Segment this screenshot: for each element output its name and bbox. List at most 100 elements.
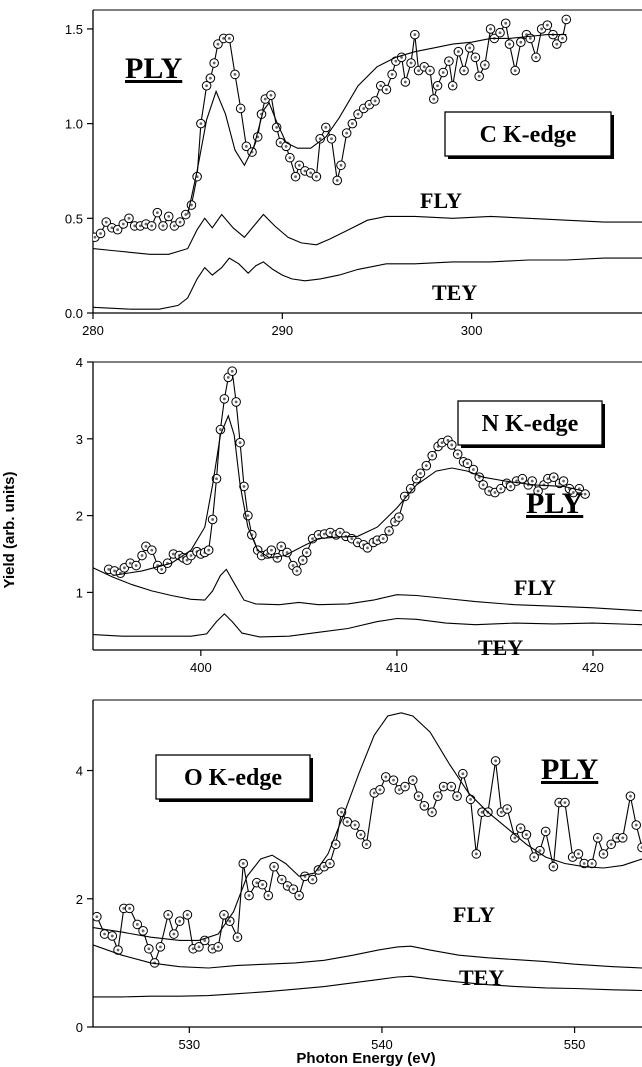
data-point (579, 858, 590, 869)
data-point (428, 94, 439, 104)
data-point (510, 65, 520, 76)
data-point (527, 476, 538, 486)
data-point (381, 772, 391, 782)
panel-c-kedge: 0.0 0.5 1.0 1.5 280 290 300 PLY FLY TEY C K-edge (65, 9, 642, 338)
data-point (453, 46, 464, 57)
data-point (462, 458, 473, 469)
data-point (394, 512, 404, 522)
data-point (561, 14, 572, 25)
data-point (410, 29, 420, 40)
data-point (101, 217, 112, 227)
label-tey: TEY (459, 965, 504, 990)
data-point (326, 133, 337, 144)
data-point (548, 861, 559, 872)
data-point (235, 437, 245, 448)
data-point (370, 96, 380, 106)
data-point (516, 37, 526, 47)
data-point (247, 530, 257, 540)
data-point (292, 566, 302, 576)
data-point (266, 545, 277, 555)
data-point (147, 545, 157, 555)
data-point (325, 858, 335, 869)
data-point (124, 213, 134, 224)
data-point (201, 80, 212, 91)
panel-o-kedge: 0 2 4 530 540 550 PLY FLY TEY O K-edge (76, 699, 642, 1052)
panel-n-kedge: 1 2 3 4 400 410 420 PLY FLY TEY N K-edge (76, 355, 642, 675)
data-point (257, 879, 268, 890)
data-point (205, 73, 216, 83)
data-point (400, 781, 410, 792)
data-point (269, 861, 279, 872)
data-point (294, 890, 304, 901)
data-point (464, 43, 475, 53)
data-point (263, 890, 274, 901)
y-tick-label: 4 (76, 355, 83, 370)
data-point (433, 791, 443, 801)
data-point (186, 200, 197, 210)
data-point (500, 18, 511, 29)
data-point (580, 489, 590, 499)
data-point (192, 171, 202, 182)
data-point (311, 171, 322, 182)
edge-box (444, 111, 612, 157)
data-point (307, 874, 318, 885)
data-point (529, 852, 539, 862)
label-fly: FLY (514, 575, 556, 600)
data-point (156, 564, 167, 575)
data-point (158, 221, 168, 231)
data-point (174, 916, 185, 927)
data-point (384, 526, 394, 536)
series-line-tey (93, 257, 642, 310)
data-point (362, 543, 373, 553)
data-point (407, 775, 418, 785)
data-point (152, 207, 163, 218)
y-tick-label: 2 (76, 892, 83, 907)
data-point (266, 90, 276, 101)
data-point (355, 829, 366, 840)
series-line-tey (93, 975, 642, 998)
data-point (118, 219, 129, 229)
data-point (560, 797, 570, 808)
data-point (132, 919, 143, 930)
data-point (459, 65, 469, 76)
y-tick-label: 0.5 (65, 211, 83, 226)
y-axis-label: Yield (arb. units) (1, 472, 18, 589)
x-tick-label: 550 (564, 1037, 586, 1052)
data-point (540, 826, 551, 837)
edge-label: O K-edge (184, 765, 282, 791)
data-point (438, 67, 449, 78)
data-point (427, 807, 437, 818)
data-point (99, 929, 110, 939)
data-point (301, 547, 312, 558)
data-point (107, 931, 118, 941)
y-tick-label: 0.0 (65, 306, 83, 321)
data-point (276, 874, 287, 885)
data-point (288, 884, 299, 894)
data-point (315, 133, 325, 144)
data-point (485, 24, 496, 34)
data-point (350, 820, 360, 830)
y-tick-label: 0 (76, 1020, 83, 1035)
data-point (427, 450, 438, 461)
y-tick-label: 1.5 (65, 22, 83, 37)
data-point (458, 768, 468, 779)
data-point (230, 69, 240, 80)
data-point (321, 122, 331, 133)
data-point (452, 791, 462, 801)
data-point (378, 533, 388, 544)
data-point (347, 118, 358, 129)
series-line-fly (93, 944, 642, 969)
data-point (336, 160, 346, 171)
data-point (203, 545, 214, 555)
data-point (95, 228, 106, 239)
x-tick-label: 530 (178, 1037, 200, 1052)
data-point (375, 784, 385, 795)
data-point (470, 52, 481, 63)
data-point (213, 942, 224, 952)
data-point (281, 141, 291, 152)
data-point (478, 480, 488, 490)
data-point (592, 833, 603, 843)
data-point (432, 80, 443, 91)
label-ply: PLY (526, 487, 584, 520)
plot-area (93, 14, 642, 310)
